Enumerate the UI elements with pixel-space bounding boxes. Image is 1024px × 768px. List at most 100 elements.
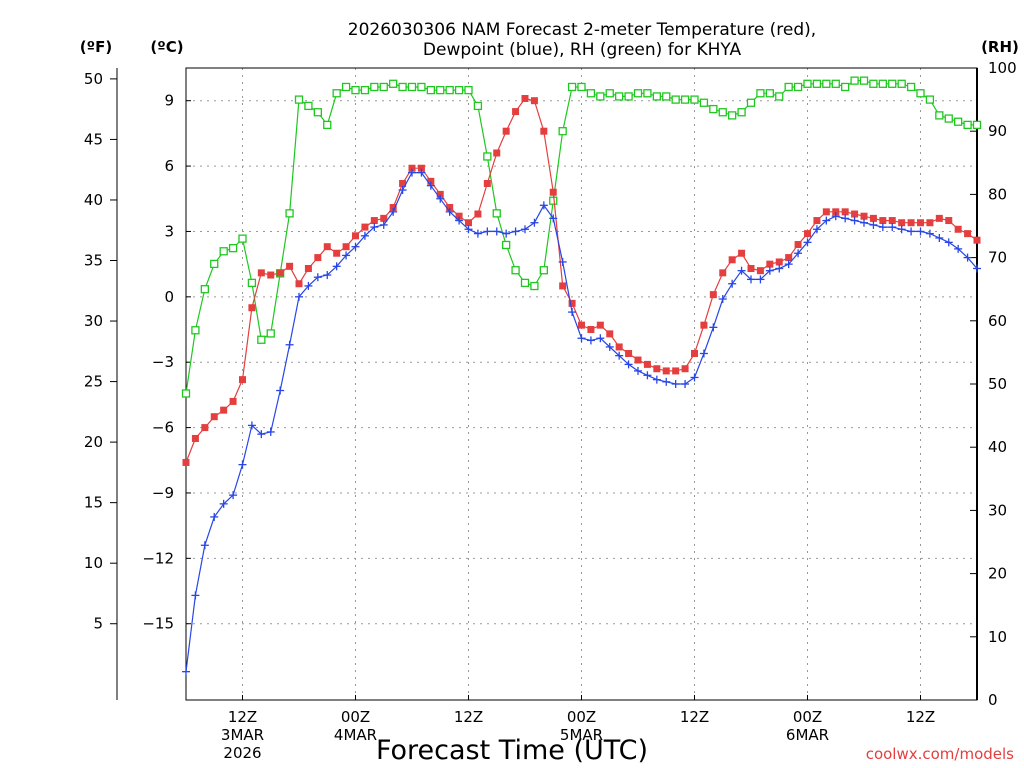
rh-tick-label: 50 xyxy=(988,375,1007,393)
temperature-point xyxy=(352,232,359,240)
dewpoint-point xyxy=(756,275,765,284)
dewpoint-point xyxy=(831,212,840,221)
rh-point xyxy=(624,92,633,101)
temperature-point xyxy=(502,127,510,135)
rh-point xyxy=(972,120,982,130)
rh-point xyxy=(483,152,492,161)
temperature-point xyxy=(549,188,557,196)
celsius-tick-label: −3 xyxy=(152,353,174,371)
rh-point xyxy=(916,89,925,98)
dewpoint-point xyxy=(643,371,652,380)
temperature-point xyxy=(389,203,397,211)
dewpoint-point xyxy=(200,541,209,550)
rh-point xyxy=(831,79,840,88)
rh-tick-label: 80 xyxy=(988,185,1007,203)
rh-tick-label: 30 xyxy=(988,501,1007,519)
temperature-point xyxy=(276,269,284,277)
rh-point xyxy=(294,95,304,104)
temperature-point xyxy=(220,406,228,414)
rh-point xyxy=(257,335,266,344)
dewpoint-point xyxy=(304,281,313,290)
dewpoint-point xyxy=(596,334,605,343)
dewpoint-point xyxy=(681,380,690,388)
rh-point xyxy=(473,101,483,111)
dewpoint-point xyxy=(765,266,774,275)
dewpoint-point xyxy=(417,168,426,177)
rh-point xyxy=(709,104,718,114)
time-tick-label: 00Z xyxy=(567,708,596,726)
rh-tick-label: 10 xyxy=(988,628,1007,646)
temperature-point xyxy=(493,149,501,157)
time-tick-label: 3MAR xyxy=(221,726,264,744)
dewpoint-point xyxy=(502,229,511,238)
credit-text: coolwx.com/models xyxy=(866,745,1014,763)
dewpoint-point xyxy=(492,227,501,236)
rh-point xyxy=(822,79,831,88)
celsius-unit-label: (ºC) xyxy=(150,38,183,56)
fahrenheit-tick-label: 15 xyxy=(84,494,103,512)
dewpoint-point xyxy=(794,249,803,258)
dewpoint-point xyxy=(709,323,718,332)
dewpoint-point xyxy=(878,223,887,232)
temperature-point xyxy=(747,264,755,272)
dewpoint-point xyxy=(935,233,944,242)
rh-point xyxy=(944,114,953,123)
rh-point xyxy=(200,285,209,294)
time-tick-label: 00Z xyxy=(793,708,822,726)
dewpoint-point xyxy=(182,667,190,676)
temperature-point xyxy=(596,321,604,329)
rh-point xyxy=(718,108,727,117)
dewpoint-point xyxy=(351,242,360,251)
temperature-point xyxy=(945,217,953,225)
rh-point xyxy=(445,85,454,95)
temperature-point xyxy=(512,108,520,116)
dewpoint-point xyxy=(521,225,529,234)
temperature-point xyxy=(832,208,840,216)
dewpoint-point xyxy=(916,227,925,236)
rh-point xyxy=(869,79,878,88)
rh-point xyxy=(502,240,511,250)
x-axis-title: Forecast Time (UTC) xyxy=(376,735,648,766)
temperature-point xyxy=(267,271,275,279)
dewpoint-point xyxy=(191,591,200,600)
dewpoint-point xyxy=(634,366,642,375)
rh-point xyxy=(304,101,313,111)
rh-point xyxy=(323,120,332,130)
celsius-tick-label: −6 xyxy=(152,419,174,437)
temperature-point xyxy=(559,282,567,290)
temperature-point xyxy=(625,349,633,357)
rh-point xyxy=(407,82,417,92)
rh-point xyxy=(454,85,464,95)
dewpoint-point xyxy=(276,386,285,395)
time-tick-label: 6MAR xyxy=(786,726,829,744)
rh-point xyxy=(775,92,784,101)
dewpoint-point xyxy=(784,260,793,269)
temperature-point xyxy=(568,299,576,307)
temperature-point xyxy=(455,212,463,220)
dewpoint-point xyxy=(652,375,661,384)
temperature-point xyxy=(370,217,378,225)
rh-point xyxy=(878,79,887,88)
rh-point xyxy=(596,92,605,101)
celsius-tick-label: −12 xyxy=(142,549,174,567)
celsius-tick-label: 9 xyxy=(164,92,174,110)
rh-point xyxy=(765,89,774,98)
dewpoint-point xyxy=(342,251,351,260)
celsius-tick-label: −9 xyxy=(152,484,174,502)
rh-point xyxy=(398,82,407,92)
rh-point xyxy=(219,247,228,256)
rh-point xyxy=(539,266,548,275)
temperature-point xyxy=(851,210,859,218)
rh-point xyxy=(699,98,709,107)
rh-unit-label: (RH) xyxy=(981,38,1019,56)
rh-point xyxy=(511,266,520,275)
temperature-point xyxy=(361,223,369,231)
rh-point xyxy=(793,82,803,92)
dewpoint-point xyxy=(747,275,755,284)
rh-point xyxy=(567,82,577,92)
fahrenheit-tick-label: 10 xyxy=(84,554,103,572)
rh-point xyxy=(954,117,963,126)
celsius-tick-label: 3 xyxy=(164,222,174,240)
